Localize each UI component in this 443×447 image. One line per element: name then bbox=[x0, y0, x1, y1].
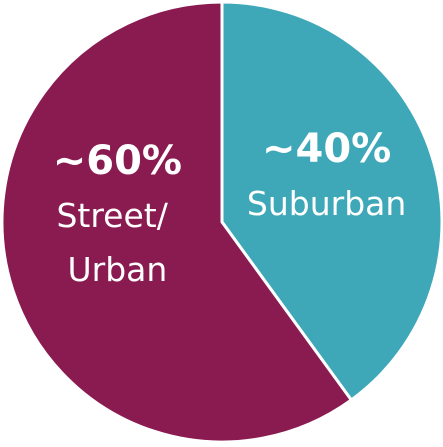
pie-slice bbox=[0, 0, 353, 444]
pie-slice bbox=[220, 0, 443, 402]
category-line: Street/ bbox=[56, 196, 178, 235]
category-line: Suburban bbox=[247, 184, 406, 223]
slice-value-label: ~60% bbox=[53, 138, 182, 184]
slice-category-label: Street/ Urban bbox=[56, 196, 178, 289]
slice-category-label: Suburban bbox=[247, 184, 406, 223]
slice-value-label: ~40% bbox=[262, 126, 391, 172]
category-line: Urban bbox=[67, 250, 167, 289]
